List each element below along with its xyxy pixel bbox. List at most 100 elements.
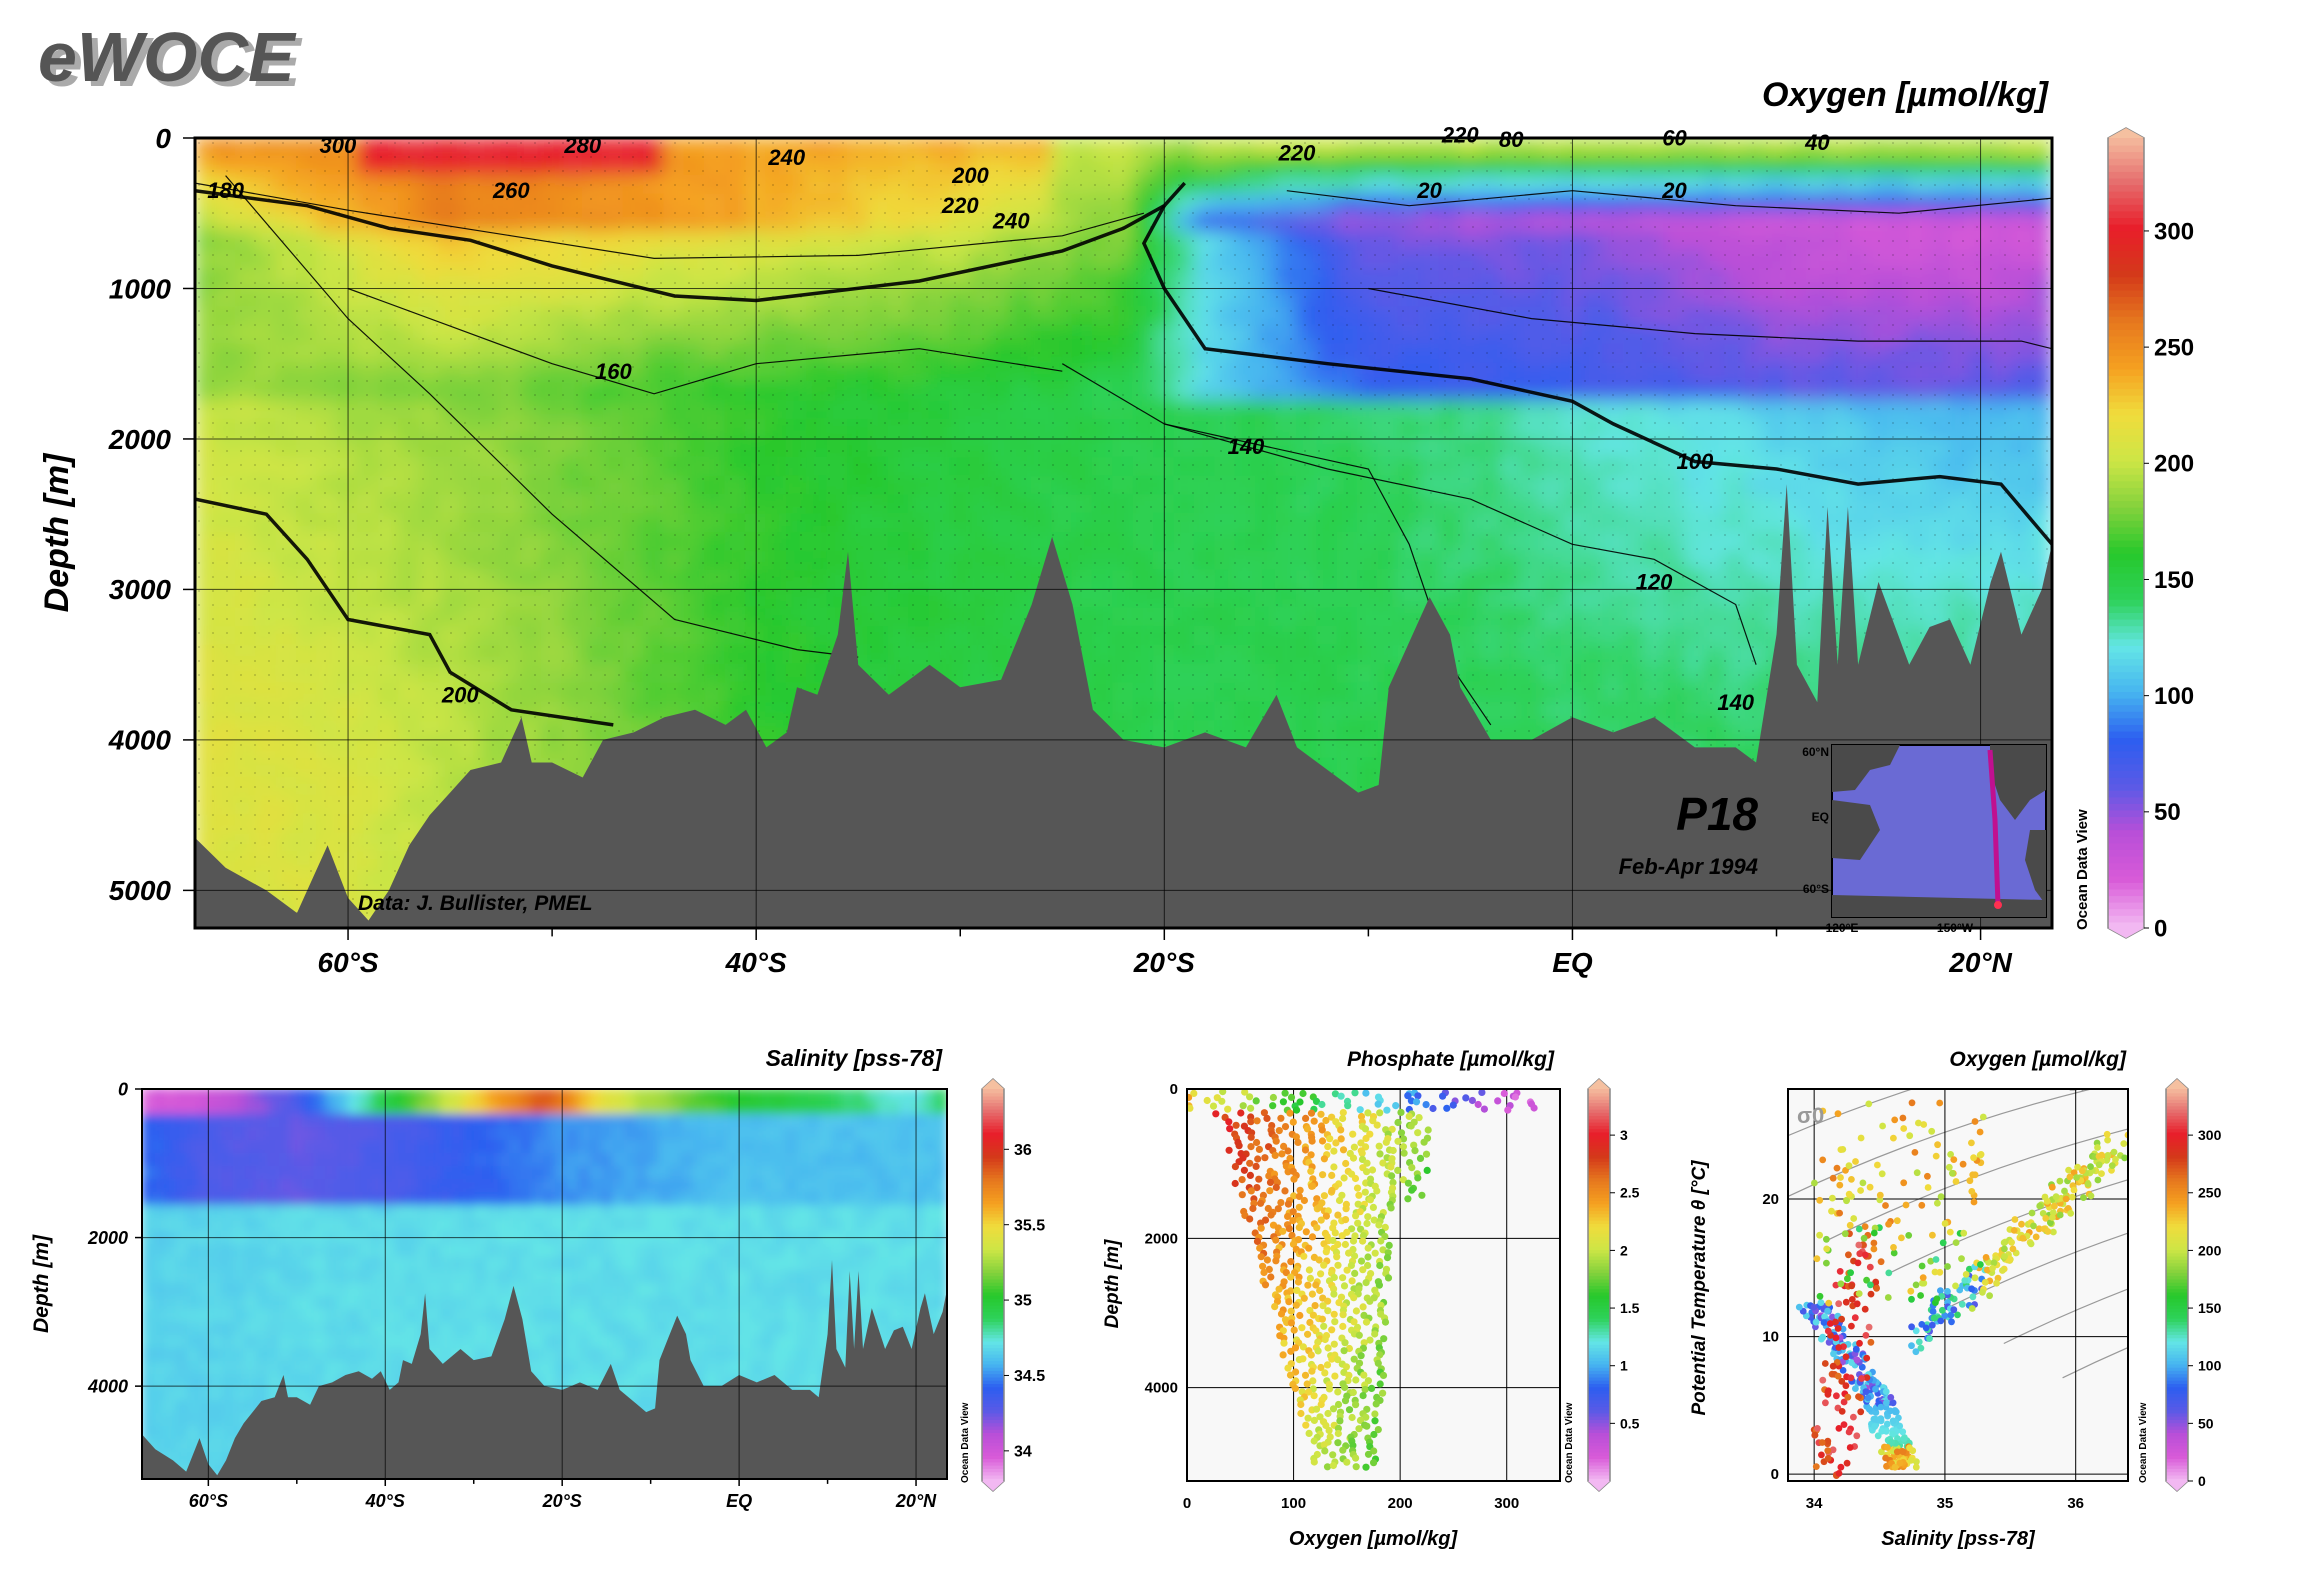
field-cell xyxy=(141,1114,155,1129)
field-cell xyxy=(429,1101,443,1116)
field-cell xyxy=(440,1244,454,1259)
field-cell xyxy=(279,1166,293,1181)
field-cell xyxy=(475,1231,489,1246)
field-cell xyxy=(417,1166,431,1181)
field-cell xyxy=(383,1335,397,1350)
field-cell xyxy=(325,1218,339,1233)
field-cell xyxy=(302,1127,316,1142)
colorbar-swatch xyxy=(2108,513,2144,521)
colorbar-swatch xyxy=(2108,737,2144,745)
field-cell xyxy=(291,1205,305,1220)
colorbar-swatch xyxy=(2108,553,2144,561)
field-cell xyxy=(452,1218,466,1233)
field-cell xyxy=(360,1231,374,1246)
field-cell xyxy=(153,1088,167,1103)
field-cell xyxy=(486,1270,500,1285)
field-cell xyxy=(406,1231,420,1246)
colorbar-swatch xyxy=(2108,803,2144,811)
field-cell xyxy=(394,1322,408,1337)
field-cell xyxy=(475,1140,489,1155)
colorbar-swatch xyxy=(2108,349,2144,357)
field-cell xyxy=(314,1205,328,1220)
colorbar-swatch xyxy=(2108,230,2144,238)
field-cell xyxy=(233,1192,247,1207)
field-cell xyxy=(486,1192,500,1207)
field-cell xyxy=(279,1127,293,1142)
field-cell xyxy=(486,1166,500,1181)
field-cell xyxy=(210,1426,224,1441)
field-cell xyxy=(325,1283,339,1298)
field-cell xyxy=(360,1088,374,1103)
field-cell xyxy=(233,1140,247,1155)
field-cell xyxy=(187,1309,201,1324)
colorbar-swatch xyxy=(2108,178,2144,186)
field-cell xyxy=(176,1101,190,1116)
colorbar-swatch xyxy=(2108,902,2144,910)
field-cell xyxy=(371,1205,385,1220)
field-cell xyxy=(394,1270,408,1285)
field-cell xyxy=(394,1153,408,1168)
colorbar-swatch xyxy=(2108,638,2144,646)
field-cell xyxy=(222,1257,236,1272)
field-cell xyxy=(348,1270,362,1285)
colorbar-swatch xyxy=(2108,908,2144,916)
field-cell xyxy=(164,1283,178,1298)
field-cell xyxy=(279,1257,293,1272)
field-cell xyxy=(268,1231,282,1246)
field-cell xyxy=(498,1127,512,1142)
field-cell xyxy=(233,1348,247,1363)
field-cell xyxy=(141,1374,155,1389)
field-cell xyxy=(452,1153,466,1168)
field-cell xyxy=(279,1309,293,1324)
field-cell xyxy=(176,1296,190,1311)
field-cell xyxy=(187,1166,201,1181)
field-cell xyxy=(302,1296,316,1311)
colorbar-swatch xyxy=(2108,698,2144,706)
field-cell xyxy=(141,1270,155,1285)
colorbar-swatch xyxy=(2108,750,2144,758)
contour-label: 280 xyxy=(563,133,601,158)
field-cell xyxy=(302,1348,316,1363)
field-cell xyxy=(417,1270,431,1285)
field-cell xyxy=(348,1192,362,1207)
field-cell xyxy=(245,1101,259,1116)
field-cell xyxy=(314,1088,328,1103)
field-cell xyxy=(164,1296,178,1311)
colorbar-swatch xyxy=(2108,342,2144,350)
field-cell xyxy=(360,1244,374,1259)
field-cell xyxy=(452,1179,466,1194)
field-cell xyxy=(141,1127,155,1142)
field-cell xyxy=(245,1296,259,1311)
field-cell xyxy=(245,1283,259,1298)
contour-label: 260 xyxy=(492,178,530,203)
field-cell xyxy=(314,1179,328,1194)
colorbar-top-cap xyxy=(2108,128,2144,138)
field-cell xyxy=(486,1244,500,1259)
field-cell xyxy=(164,1127,178,1142)
field-cell xyxy=(371,1296,385,1311)
colorbar-swatch xyxy=(2108,665,2144,673)
field-cell xyxy=(199,1218,213,1233)
field-cell xyxy=(302,1218,316,1233)
field-cell xyxy=(463,1335,477,1350)
colorbar-swatch xyxy=(2108,408,2144,416)
field-cell xyxy=(406,1296,420,1311)
colorbar-swatch xyxy=(2108,145,2144,153)
field-cell xyxy=(164,1335,178,1350)
colorbar-swatch xyxy=(2108,250,2144,258)
field-cell xyxy=(371,1127,385,1142)
field-cell xyxy=(245,1088,259,1103)
field-cell xyxy=(153,1374,167,1389)
colorbar-swatch xyxy=(2108,494,2144,502)
field-cell xyxy=(406,1101,420,1116)
field-cell xyxy=(233,1322,247,1337)
field-cell xyxy=(222,1192,236,1207)
field-cell xyxy=(164,1413,178,1428)
field-cell xyxy=(440,1166,454,1181)
field-cell xyxy=(360,1101,374,1116)
contour-label: 140 xyxy=(1717,690,1754,715)
field-cell xyxy=(406,1309,420,1324)
field-cell xyxy=(176,1270,190,1285)
field-cell xyxy=(337,1088,351,1103)
